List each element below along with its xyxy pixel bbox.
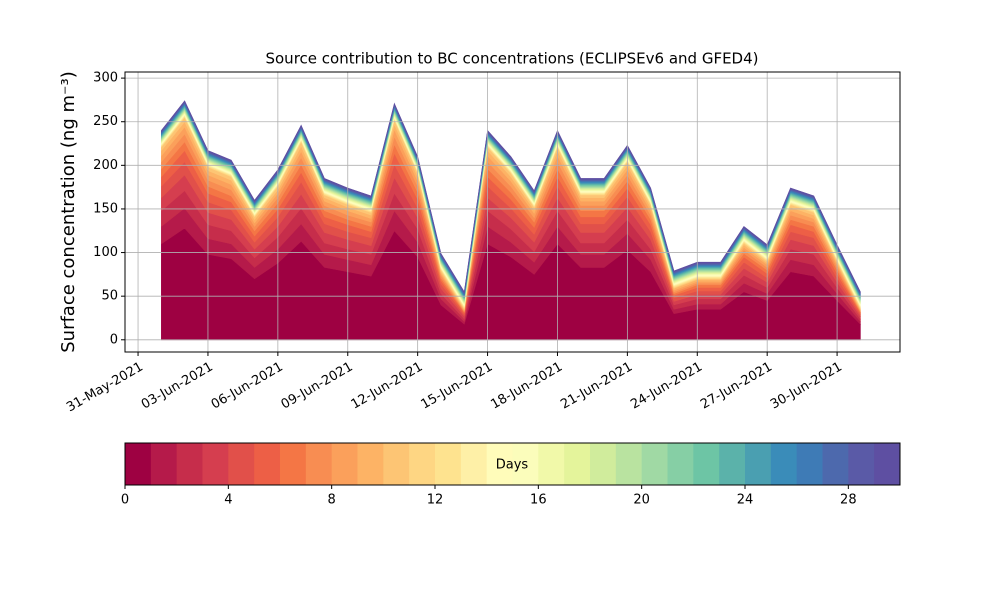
colorbar-segment <box>693 443 720 485</box>
x-tick-label: 24-Jun-2021 <box>628 360 705 413</box>
colorbar-segment <box>719 443 746 485</box>
colorbar-segment <box>770 443 798 485</box>
x-tick-label: 18-Jun-2021 <box>488 360 565 413</box>
x-tick-label: 15-Jun-2021 <box>418 360 495 413</box>
x-tick-label: 03-Jun-2021 <box>139 360 216 413</box>
colorbar-segment <box>176 443 203 485</box>
x-tick-label: 21-Jun-2021 <box>558 360 635 413</box>
x-tick-label: 31-May-2021 <box>64 360 146 416</box>
colorbar-label: Days <box>496 458 529 473</box>
colorbar-segment <box>615 443 643 485</box>
colorbar-segment <box>383 443 410 485</box>
x-tick-label: 09-Jun-2021 <box>279 360 356 413</box>
colorbar-tick-label: 28 <box>840 493 857 508</box>
colorbar-segment <box>125 443 152 485</box>
colorbar-tick-label: 24 <box>737 493 754 508</box>
x-tick-label: 30-Jun-2021 <box>768 360 845 413</box>
colorbar-segment <box>796 443 823 485</box>
colorbar-segment <box>641 443 668 485</box>
colorbar-segment <box>435 443 462 485</box>
colorbar-tick-label: 12 <box>427 493 444 508</box>
colorbar-segment <box>512 443 539 485</box>
y-tick-label: 50 <box>101 289 118 304</box>
colorbar-segment <box>305 443 333 485</box>
colorbar-segment <box>822 443 849 485</box>
x-tick-label: 27-Jun-2021 <box>698 360 775 413</box>
colorbar-segment <box>590 443 617 485</box>
area-layer <box>161 100 861 294</box>
y-tick-label: 100 <box>93 245 118 260</box>
y-tick-label: 0 <box>110 332 118 347</box>
chart-title: Source contribution to BC concentrations… <box>265 50 758 68</box>
y-axis-label: Surface concentration (ng m⁻³) <box>58 71 79 353</box>
colorbar-segment <box>874 443 901 485</box>
colorbar-tick-label: 4 <box>224 493 232 508</box>
colorbar-segment <box>486 443 513 485</box>
colorbar-tick-label: 8 <box>328 493 336 508</box>
colorbar-frame <box>124 442 901 486</box>
colorbar-segment <box>331 443 358 485</box>
colorbar-segment <box>564 443 591 485</box>
colorbar-segment <box>202 443 229 485</box>
colorbar-tick-label: 0 <box>121 493 129 508</box>
colorbar-segment <box>150 443 178 485</box>
colorbar-tick-label: 20 <box>633 493 650 508</box>
x-tick-label: 12-Jun-2021 <box>349 360 426 413</box>
x-tick-label: 06-Jun-2021 <box>209 360 286 413</box>
colorbar-segment <box>409 443 436 485</box>
colorbar-segment <box>460 443 488 485</box>
colorbar-segment <box>667 443 694 485</box>
colorbar-segment <box>745 443 772 485</box>
colorbar-tick-label: 16 <box>530 493 547 508</box>
y-tick-label: 300 <box>93 71 118 86</box>
colorbar-segment <box>357 443 384 485</box>
y-tick-label: 150 <box>93 201 118 216</box>
plot-frame <box>124 71 901 353</box>
colorbar-segment <box>254 443 281 485</box>
colorbar-segment <box>280 443 307 485</box>
y-tick-label: 250 <box>93 114 118 129</box>
y-tick-label: 200 <box>93 158 118 173</box>
colorbar-segment <box>228 443 255 485</box>
colorbar-segment <box>538 443 565 485</box>
colorbar-segment <box>848 443 875 485</box>
